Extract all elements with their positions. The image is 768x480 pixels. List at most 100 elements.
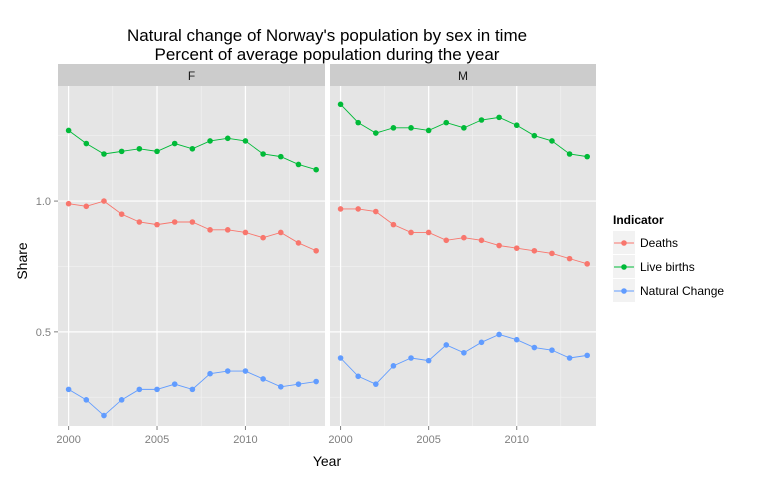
- data-point: [584, 261, 590, 267]
- data-point: [425, 127, 432, 134]
- y-tick-label: 1.0: [36, 196, 51, 208]
- data-point: [461, 234, 467, 241]
- data-point: [260, 234, 266, 241]
- x-axis-title: Year: [313, 453, 342, 469]
- data-point: [242, 138, 249, 144]
- x-axis: 2000 2005 2010 2000 2005 2010: [56, 426, 529, 446]
- facet-strip-F: [58, 64, 325, 86]
- data-point: [355, 206, 361, 212]
- data-point: [101, 151, 107, 157]
- data-point: [224, 227, 231, 233]
- facet-strip-M: [330, 64, 596, 86]
- data-point: [355, 119, 361, 126]
- data-point: [496, 242, 502, 249]
- data-point: [154, 386, 160, 393]
- data-point: [496, 114, 502, 121]
- data-point: [65, 127, 72, 134]
- data-point: [171, 219, 178, 225]
- x-tick-label: 2005: [416, 434, 440, 446]
- series-deaths: [65, 198, 319, 254]
- data-point: [154, 221, 160, 228]
- chart-title-line-2: Percent of average population during the…: [155, 45, 500, 64]
- data-point: [390, 221, 397, 228]
- data-point: [207, 370, 213, 377]
- data-point: [566, 355, 573, 361]
- data-point: [295, 161, 302, 168]
- data-point: [207, 227, 213, 233]
- data-point: [584, 153, 590, 160]
- data-point: [118, 148, 125, 155]
- data-point: [154, 148, 160, 155]
- y-axis: 0.5 1.0: [36, 196, 58, 339]
- data-point: [425, 229, 432, 236]
- data-point: [260, 376, 266, 382]
- data-point: [83, 203, 90, 210]
- data-point: [171, 381, 178, 387]
- facet-strip-label: F: [188, 69, 195, 83]
- data-point: [277, 229, 284, 236]
- data-point: [136, 219, 143, 225]
- series-natural-change: [65, 368, 319, 419]
- data-point: [549, 250, 555, 257]
- legend-key-point: [621, 288, 627, 294]
- data-point: [408, 125, 414, 131]
- data-point: [101, 412, 107, 419]
- data-point: [295, 381, 302, 387]
- data-point: [443, 119, 450, 126]
- data-point: [277, 153, 284, 160]
- data-point: [355, 373, 361, 380]
- data-point: [65, 200, 72, 207]
- legend: Indicator Deaths Live births Natural Chang…: [613, 213, 724, 302]
- data-point: [207, 138, 213, 144]
- data-point: [189, 386, 196, 393]
- chart-title-line-1: Natural change of Norway's population by…: [127, 26, 527, 45]
- data-point: [277, 383, 284, 390]
- data-point: [443, 237, 450, 244]
- legend-entry-natural-change: Natural Change: [613, 279, 724, 302]
- data-point: [260, 151, 266, 157]
- data-point: [408, 229, 414, 236]
- panel-F: F: [58, 64, 325, 426]
- legend-key-point: [621, 264, 627, 270]
- legend-label: Live births: [640, 260, 695, 274]
- legend-entry-live-births: Live births: [613, 255, 695, 278]
- legend-entry-deaths: Deaths: [613, 231, 678, 254]
- x-tick-label: 2010: [233, 434, 257, 446]
- data-point: [337, 101, 344, 108]
- legend-label: Deaths: [640, 236, 678, 250]
- data-point: [478, 117, 485, 123]
- data-point: [373, 208, 379, 215]
- data-point: [224, 135, 231, 142]
- data-point: [118, 397, 125, 403]
- data-point: [118, 211, 125, 217]
- x-tick-label: 2000: [328, 434, 352, 446]
- series-live-births: [65, 127, 319, 173]
- data-point: [478, 237, 485, 244]
- data-point: [531, 344, 538, 351]
- series-deaths: [337, 206, 590, 267]
- data-point: [390, 125, 397, 131]
- data-point: [461, 125, 467, 131]
- data-point: [136, 145, 143, 152]
- y-axis-title: Share: [14, 242, 30, 280]
- y-tick-label: 0.5: [36, 327, 51, 339]
- legend-title: Indicator: [613, 213, 664, 227]
- panel-background: [330, 86, 596, 426]
- data-point: [189, 219, 196, 225]
- legend-key-point: [621, 240, 627, 246]
- data-point: [83, 397, 90, 403]
- data-point: [461, 349, 467, 356]
- series-natural-change: [337, 331, 590, 387]
- data-point: [83, 140, 90, 147]
- data-point: [224, 368, 231, 374]
- data-point: [390, 363, 397, 369]
- data-point: [443, 342, 450, 348]
- data-point: [313, 378, 319, 385]
- data-point: [242, 229, 249, 236]
- data-point: [584, 352, 590, 359]
- data-point: [373, 130, 379, 136]
- x-tick-label: 2005: [145, 434, 169, 446]
- data-point: [373, 381, 379, 387]
- data-point: [566, 255, 573, 262]
